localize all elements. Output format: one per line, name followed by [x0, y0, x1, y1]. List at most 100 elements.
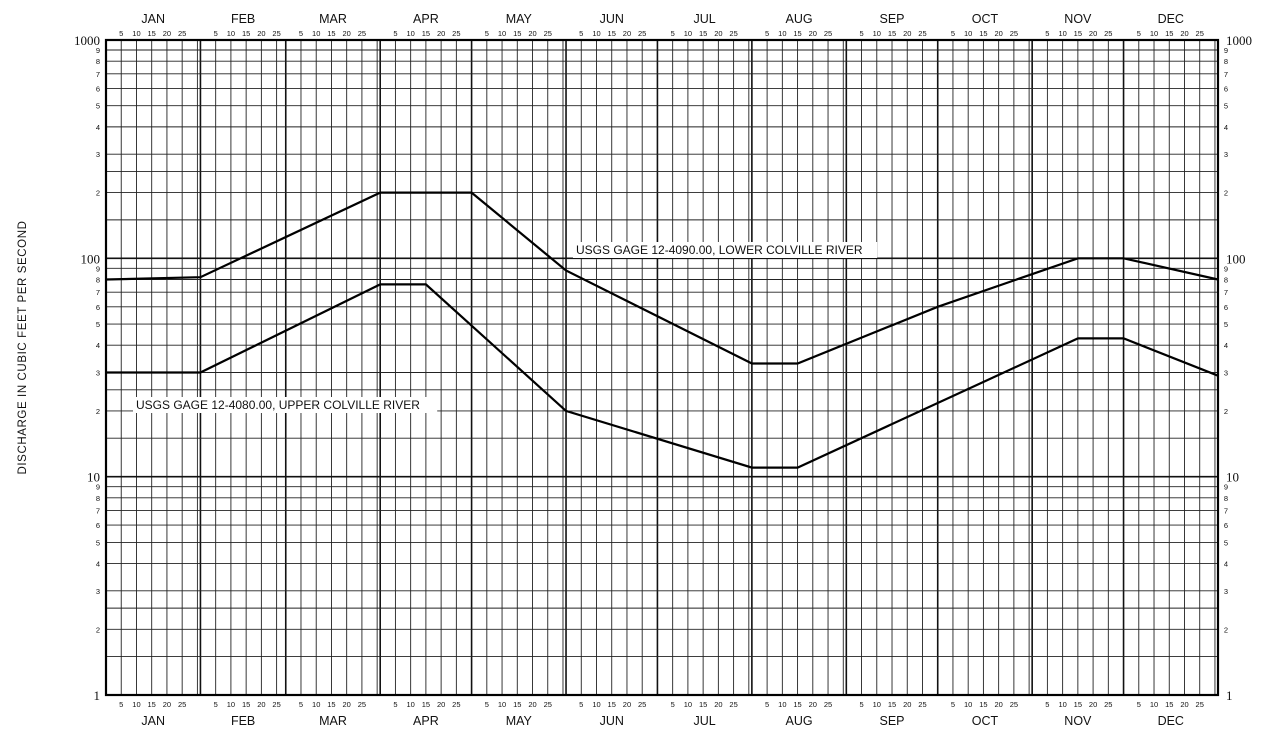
- ytick-minor-right: 4: [1224, 341, 1228, 350]
- day-tick-bottom: 20: [714, 700, 722, 709]
- plot-frame: [104, 38, 1220, 697]
- series-label-lower-colville: USGS GAGE 12-4090.00, LOWER COLVILLE RIV…: [576, 243, 863, 257]
- day-tick-top: 15: [888, 29, 896, 38]
- day-tick-top: 20: [343, 29, 351, 38]
- day-tick-top: 20: [163, 29, 171, 38]
- ytick-minor-left: 3: [96, 587, 100, 596]
- series-label-background: [133, 397, 438, 413]
- ytick-left: 1000: [74, 33, 100, 48]
- month-label-bottom: SEP: [880, 714, 905, 728]
- month-label-top: DEC: [1158, 12, 1184, 26]
- day-tick-bottom: 5: [214, 700, 218, 709]
- ytick-minor-left: 5: [96, 538, 100, 547]
- day-tick-top: 25: [452, 29, 460, 38]
- ytick-minor-right: 5: [1224, 320, 1228, 329]
- month-label-bottom: MAY: [506, 714, 533, 728]
- ytick-minor-right: 4: [1224, 560, 1228, 569]
- day-tick-top: 20: [528, 29, 536, 38]
- day-tick-top: 5: [579, 29, 583, 38]
- day-tick-top: 5: [1137, 29, 1141, 38]
- ytick-minor-right: 7: [1224, 288, 1228, 297]
- day-tick-bottom: 15: [1074, 700, 1082, 709]
- ytick-left: 10: [87, 470, 100, 485]
- day-tick-top: 15: [242, 29, 250, 38]
- day-tick-bottom: 25: [358, 700, 366, 709]
- day-tick-bottom: 10: [312, 700, 320, 709]
- ytick-minor-left: 3: [96, 150, 100, 159]
- month-label-top: JUN: [600, 12, 624, 26]
- day-tick-bottom: 15: [793, 700, 801, 709]
- day-tick-top: 10: [132, 29, 140, 38]
- ytick-minor-left: 7: [96, 288, 100, 297]
- y-axis-title: DISCHARGE IN CUBIC FEET PER SECOND: [17, 220, 29, 474]
- ytick-minor-left: 6: [96, 84, 100, 93]
- month-label-bottom: FEB: [231, 714, 255, 728]
- ytick-minor-left: 2: [96, 407, 100, 416]
- ytick-minor-left: 4: [96, 560, 100, 569]
- day-tick-top: 10: [873, 29, 881, 38]
- day-tick-top: 25: [638, 29, 646, 38]
- day-tick-bottom: 5: [765, 700, 769, 709]
- day-tick-top: 5: [214, 29, 218, 38]
- ytick-minor-right: 8: [1224, 494, 1228, 503]
- ytick-minor-left: 7: [96, 70, 100, 79]
- ytick-minor-right: 8: [1224, 57, 1228, 66]
- ytick-right: 100: [1226, 251, 1246, 266]
- day-tick-top: 5: [299, 29, 303, 38]
- day-tick-bottom: 5: [1045, 700, 1049, 709]
- month-label-top: JUL: [694, 12, 716, 26]
- day-tick-bottom: 25: [824, 700, 832, 709]
- day-tick-top: 20: [994, 29, 1002, 38]
- day-tick-bottom: 20: [1089, 700, 1097, 709]
- day-tick-top: 10: [684, 29, 692, 38]
- day-tick-top: 10: [592, 29, 600, 38]
- ytick-minor-left: 8: [96, 494, 100, 503]
- ytick-minor-right: 9: [1224, 483, 1228, 492]
- day-tick-bottom: 5: [671, 700, 675, 709]
- day-tick-top: 15: [793, 29, 801, 38]
- day-tick-top: 15: [1074, 29, 1082, 38]
- day-tick-bottom: 25: [1104, 700, 1112, 709]
- day-tick-bottom: 20: [528, 700, 536, 709]
- annotations: USGS GAGE 12-4090.00, LOWER COLVILLE RIV…: [133, 242, 878, 413]
- ytick-minor-right: 8: [1224, 275, 1228, 284]
- ytick-minor-left: 8: [96, 275, 100, 284]
- ytick-minor-right: 9: [1224, 264, 1228, 273]
- ytick-right: 10: [1226, 470, 1239, 485]
- ytick-minor-right: 6: [1224, 303, 1228, 312]
- month-label-top: FEB: [231, 12, 255, 26]
- month-label-bottom: JUL: [694, 714, 716, 728]
- day-tick-top: 20: [903, 29, 911, 38]
- ytick-minor-left: 3: [96, 368, 100, 377]
- day-tick-bottom: 25: [544, 700, 552, 709]
- day-tick-bottom: 10: [964, 700, 972, 709]
- day-tick-bottom: 10: [1058, 700, 1066, 709]
- month-label-top: APR: [413, 12, 439, 26]
- ytick-minor-left: 6: [96, 521, 100, 530]
- month-label-top: AUG: [786, 12, 813, 26]
- day-tick-top: 10: [312, 29, 320, 38]
- day-tick-top: 15: [608, 29, 616, 38]
- day-tick-bottom: 20: [809, 700, 817, 709]
- day-tick-top: 20: [1180, 29, 1188, 38]
- day-tick-top: 20: [714, 29, 722, 38]
- day-tick-top: 25: [358, 29, 366, 38]
- day-tick-top: 10: [778, 29, 786, 38]
- ytick-minor-left: 5: [96, 320, 100, 329]
- day-tick-top: 10: [227, 29, 235, 38]
- day-tick-bottom: 10: [1150, 700, 1158, 709]
- ytick-minor-right: 4: [1224, 123, 1228, 132]
- month-label-bottom: DEC: [1158, 714, 1184, 728]
- ytick-left: 100: [81, 251, 101, 266]
- day-tick-top: 15: [1165, 29, 1173, 38]
- day-tick-bottom: 25: [1010, 700, 1018, 709]
- day-tick-bottom: 20: [994, 700, 1002, 709]
- ytick-minor-right: 3: [1224, 150, 1228, 159]
- day-tick-top: 20: [1089, 29, 1097, 38]
- day-tick-bottom: 20: [623, 700, 631, 709]
- ytick-minor-right: 6: [1224, 84, 1228, 93]
- grid: [106, 39, 1218, 696]
- day-tick-bottom: 25: [178, 700, 186, 709]
- day-tick-top: 25: [272, 29, 280, 38]
- day-tick-top: 5: [485, 29, 489, 38]
